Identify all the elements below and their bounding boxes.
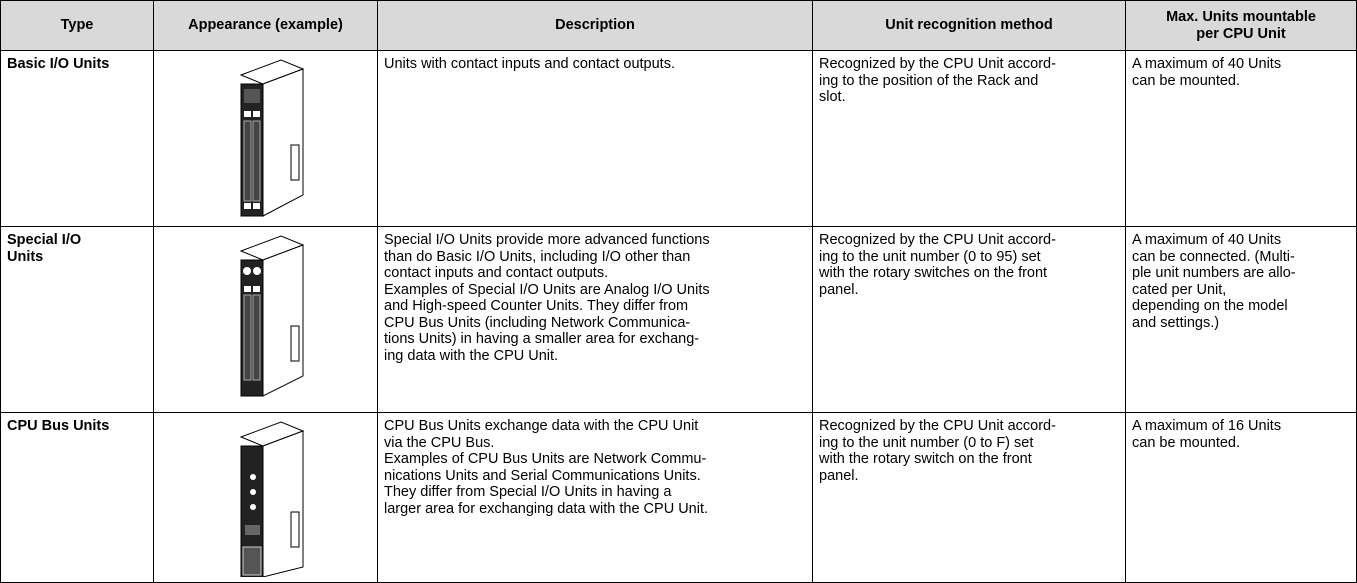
max-cell: A maximum of 40 Units can be connected. (… (1125, 226, 1357, 413)
text-line: per CPU Unit (1196, 25, 1286, 42)
unit-illustration (239, 421, 304, 578)
text-line: Recognized by the CPU Unit accord- (819, 418, 1056, 434)
header-cell: Type (0, 0, 154, 51)
text-line: contact inputs and contact outputs. (384, 265, 609, 281)
text-line: depending on the model (1132, 298, 1288, 314)
appearance-cell (153, 50, 378, 227)
text-line: ing data with the CPU Unit. (384, 347, 559, 364)
text-line: with the rotary switch on the front (819, 451, 1032, 467)
text-line: slot. (819, 89, 846, 105)
text-line: and High-speed Counter Units. They diffe… (384, 298, 689, 314)
text-line: can be mounted. (1132, 434, 1241, 451)
header-cell: Appearance (example) (153, 0, 378, 51)
max-cell: A maximum of 16 Units can be mounted. (1125, 412, 1357, 583)
text-line: Units (7, 248, 44, 265)
description-cell: Special I/O Units provide more advanced … (377, 226, 813, 413)
header-cell: Unit recognition method (812, 0, 1126, 51)
text-line: Type (60, 17, 94, 34)
text-line: They differ from Special I/O Units in ha… (384, 484, 672, 500)
text-line: Recognized by the CPU Unit accord- (819, 232, 1056, 248)
text-line: Special I/O Units provide more advanced … (384, 232, 710, 248)
row: Special I/O Units Special I/O Units provi… (0, 226, 1357, 413)
text-line: panel. (819, 281, 859, 298)
text-line: via the CPU Bus. (384, 434, 495, 451)
text-line: Recognized by the CPU Unit accord- (819, 56, 1056, 72)
header-cell: Description (377, 0, 813, 51)
unit-illustration (239, 235, 304, 397)
appearance-cell (153, 226, 378, 413)
recognition-cell: Recognized by the CPU Unit accord-ing to… (812, 226, 1126, 413)
text-line: panel. (819, 467, 859, 484)
text-line: tions Units) in having a smaller area fo… (384, 331, 700, 347)
text-line: can be connected. (Multi- (1132, 248, 1295, 265)
text-line: A maximum of 40 Units (1132, 56, 1282, 72)
unit-illustration (239, 59, 304, 217)
text-line: ing to the position of the Rack and (819, 72, 1039, 89)
text-line: Units with contact inputs and contact ou… (384, 56, 675, 72)
text-line: ple unit numbers are allo- (1132, 265, 1296, 281)
appearance-cell (153, 412, 378, 583)
description-cell: CPU Bus Units exchange data with the CPU… (377, 412, 813, 583)
type-cell: Basic I/O Units (0, 50, 154, 227)
text-line: than do Basic I/O Units, including I/O o… (384, 248, 691, 265)
type-cell: CPU Bus Units (0, 412, 154, 583)
header-cell: Max. Units mountable per CPU Unit (1125, 0, 1357, 51)
text-line: can be mounted. (1132, 72, 1241, 89)
text-line: CPU Bus Units (7, 418, 110, 434)
text-line: Appearance (example) (188, 17, 343, 34)
text-line: Description (555, 17, 635, 34)
text-line: with the rotary switches on the front (819, 265, 1048, 281)
text-line: CPU Bus Units (including Network Communi… (384, 314, 691, 331)
row: Basic I/O Units Units with contact input… (0, 50, 1357, 227)
text-line: and settings.) (1132, 314, 1220, 331)
text-line: CPU Bus Units exchange data with the CPU… (384, 418, 699, 434)
row: CPU Bus Units CPU Bus Units exchange dat… (0, 412, 1357, 583)
text-line: A maximum of 40 Units (1132, 232, 1282, 248)
text-line: ing to the unit number (0 to F) set (819, 434, 1034, 451)
text-line: Unit recognition method (885, 17, 1053, 34)
text-line: larger area for exchanging data with the… (384, 500, 709, 517)
text-line: Examples of Special I/O Units are Analog… (384, 281, 710, 298)
text-line: Examples of CPU Bus Units are Network Co… (384, 451, 707, 467)
text-line: nications Units and Serial Communication… (384, 467, 701, 484)
text-line: A maximum of 16 Units (1132, 418, 1282, 434)
description-cell: Units with contact inputs and contact ou… (377, 50, 813, 227)
text-line: ing to the unit number (0 to 95) set (819, 248, 1041, 265)
max-cell: A maximum of 40 Units can be mounted. (1125, 50, 1357, 227)
text-line: Special I/O (7, 232, 82, 248)
recognition-cell: Recognized by the CPU Unit accord-ing to… (812, 50, 1126, 227)
text-line: cated per Unit, (1132, 281, 1227, 298)
text-line: Basic I/O Units (7, 56, 110, 72)
recognition-cell: Recognized by the CPU Unit accord-ing to… (812, 412, 1126, 583)
text-line: Max. Units mountable (1166, 9, 1316, 25)
type-cell: Special I/O Units (0, 226, 154, 413)
header-row: Type Appearance (example) Description Un… (0, 0, 1357, 51)
